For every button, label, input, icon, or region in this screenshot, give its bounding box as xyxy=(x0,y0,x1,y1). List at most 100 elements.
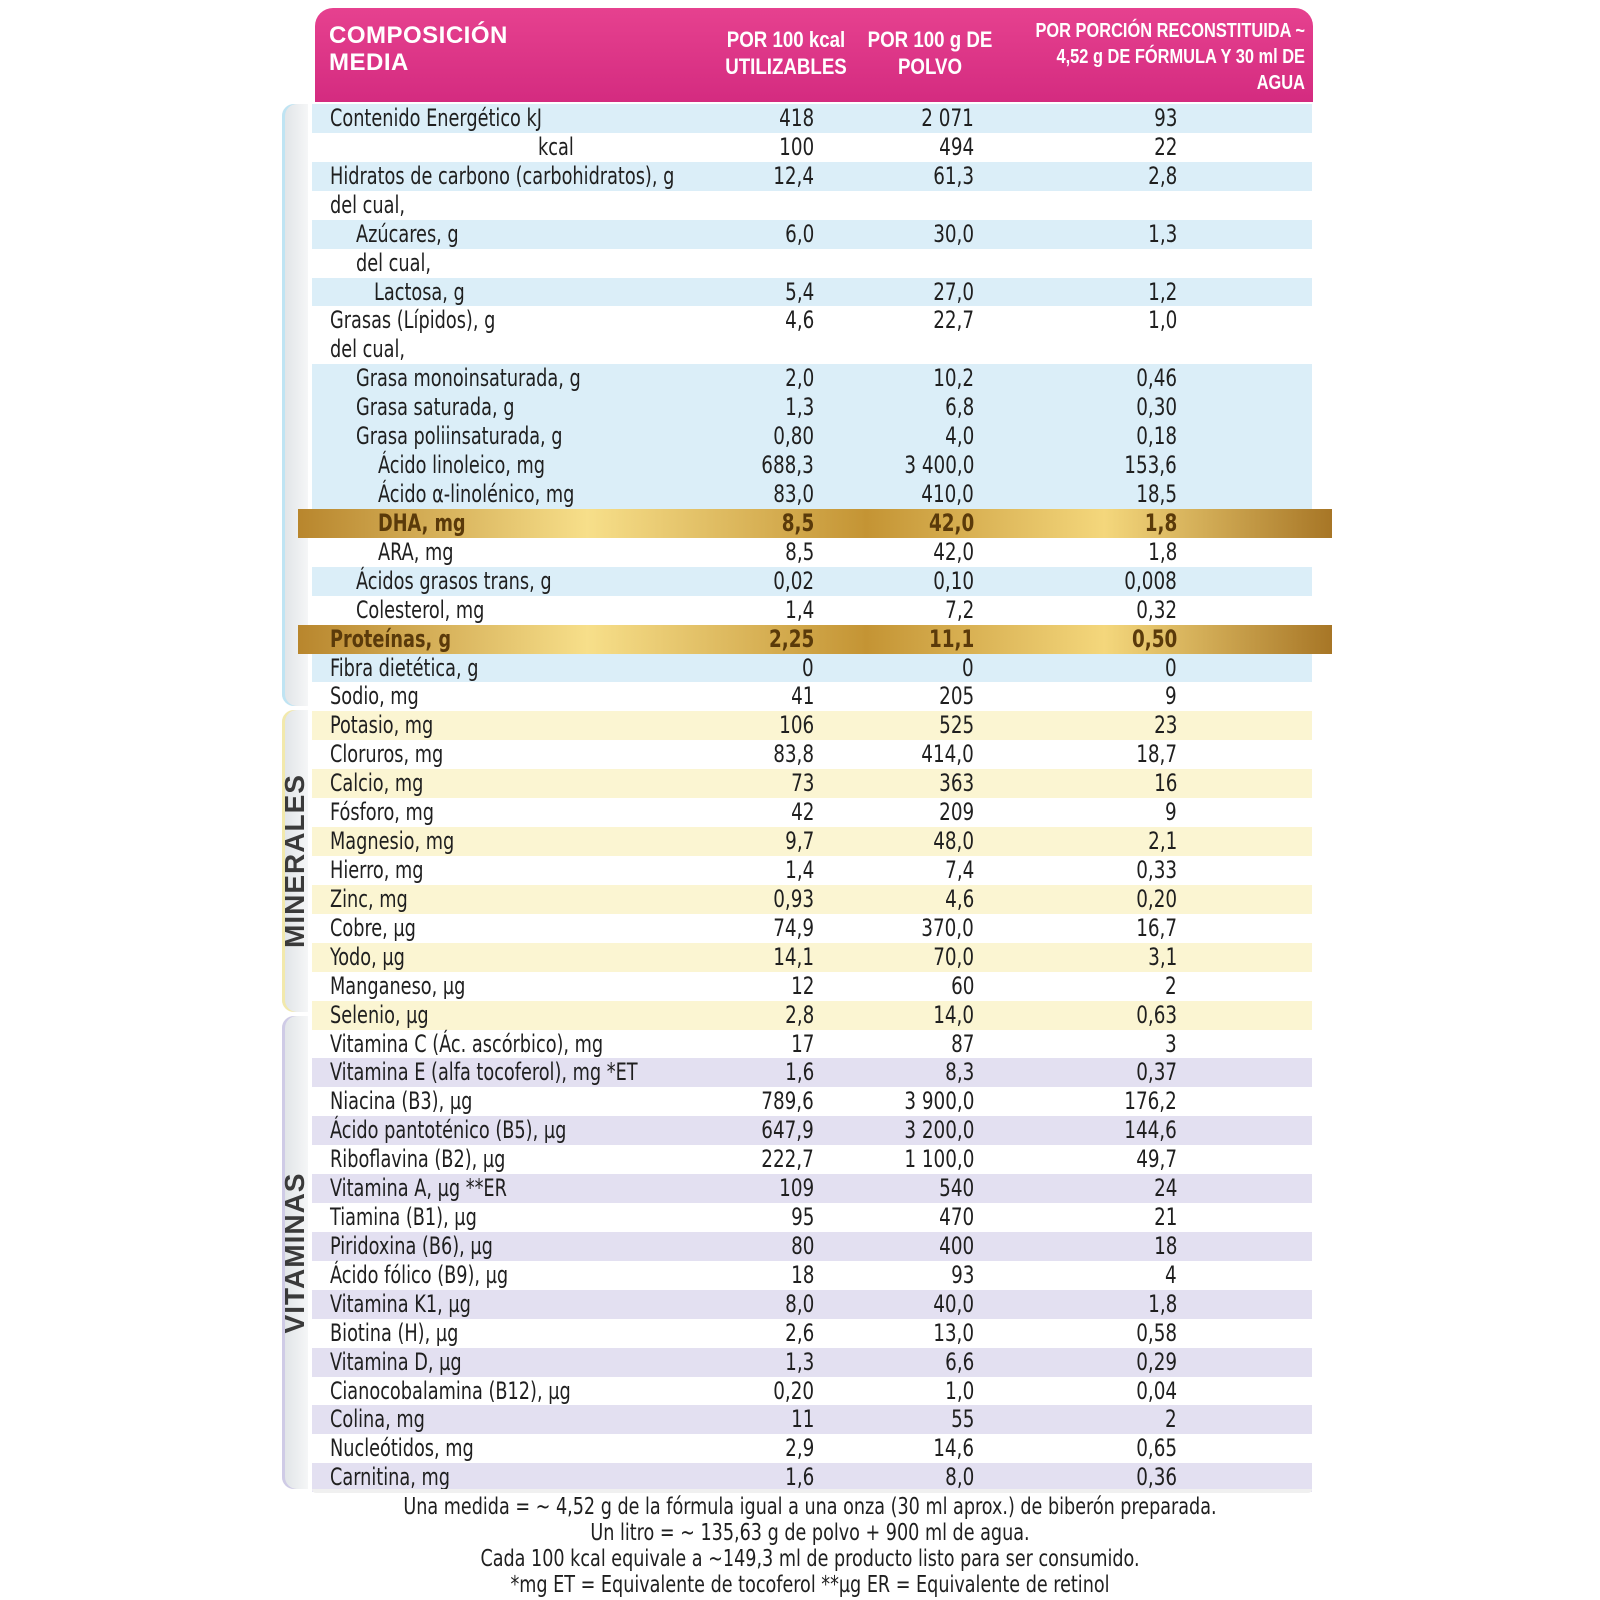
table-row: Piridoxina (B6), µg 80 400 18 xyxy=(312,1231,1312,1261)
table-row: Zinc, mg 0,93 4,6 0,20 xyxy=(312,884,1312,914)
value-per-portion: 1,0 xyxy=(1147,306,1177,335)
table-bottom-edge xyxy=(312,1489,1312,1493)
value-per-100-kcal: 8,5 xyxy=(784,537,814,566)
value-per-portion: 4 xyxy=(1165,1260,1177,1289)
header-per-portion: POR PORCIÓN RECONSTITUIDA ~ 4,52 g DE FÓ… xyxy=(1035,20,1305,94)
value-per-100-g: 414,0 xyxy=(921,740,974,769)
nutrient-name: Cobre, µg xyxy=(330,913,416,942)
value-per-100-kcal: 41 xyxy=(790,682,814,711)
value-per-100-g: 363 xyxy=(938,769,974,798)
table-row: Azúcares, g 6,0 30,0 1,3 xyxy=(312,219,1312,249)
value-per-portion: 3,1 xyxy=(1147,942,1177,971)
table-row: Lactosa, g 5,4 27,0 1,2 xyxy=(312,277,1312,307)
table-row: Ácidos grasos trans, g 0,02 0,10 0,008 xyxy=(312,566,1312,596)
footnotes: Una medida = ~ 4,52 g de la fórmula igua… xyxy=(300,1494,1320,1598)
value-per-100-kcal: 1,3 xyxy=(784,393,814,422)
value-per-portion: 9 xyxy=(1165,798,1177,827)
value-per-100-kcal: 8,5 xyxy=(781,508,814,537)
nutrient-name: Grasa poliinsaturada, g xyxy=(356,422,563,451)
value-per-100-kcal: 9,7 xyxy=(784,827,814,856)
value-per-100-g: 370,0 xyxy=(921,913,974,942)
value-per-portion: 1,8 xyxy=(1147,1289,1177,1318)
value-per-portion: 1,8 xyxy=(1147,537,1177,566)
table-row: Fósforo, mg 42 209 9 xyxy=(312,798,1312,827)
value-per-100-g: 0 xyxy=(962,653,974,682)
footnote-measure: Una medida = ~ 4,52 g de la fórmula igua… xyxy=(403,1494,1217,1520)
value-per-100-g: 8,3 xyxy=(944,1058,974,1087)
table-row: del cual, xyxy=(312,249,1312,278)
value-per-100-kcal: 12,4 xyxy=(773,161,814,190)
nutrient-name: del cual, xyxy=(356,248,432,277)
value-per-100-g: 14,6 xyxy=(933,1434,974,1463)
value-per-portion: 21 xyxy=(1153,1203,1177,1232)
nutrient-name: Niacina (B3), µg xyxy=(330,1087,473,1116)
nutrient-name: Ácido linoleico, mg xyxy=(378,451,546,480)
value-per-portion: 0,50 xyxy=(1131,624,1177,653)
nutrient-name: Vitamina D, µg xyxy=(330,1347,462,1376)
nutrient-name: Grasa saturada, g xyxy=(356,393,515,422)
nutrient-name: Zinc, mg xyxy=(330,884,408,913)
nutrient-name: Colesterol, mg xyxy=(356,595,485,624)
value-per-portion: 93 xyxy=(1153,104,1177,132)
value-per-100-g: 11,1 xyxy=(928,624,974,653)
value-per-100-kcal: 100 xyxy=(778,132,814,161)
table-row: Contenido Energético kJ 418 2 071 93 xyxy=(312,104,1312,133)
table-row: Ácido α-linolénico, mg 83,0 410,0 18,5 xyxy=(312,479,1312,509)
table-row: Cobre, µg 74,9 370,0 16,7 xyxy=(312,914,1312,943)
value-per-100-kcal: 688,3 xyxy=(761,451,814,480)
value-per-portion: 0,18 xyxy=(1136,422,1177,451)
value-per-portion: 2,8 xyxy=(1147,161,1177,190)
value-per-portion: 2 xyxy=(1165,971,1177,1000)
table-row: Fibra dietética, g 0 0 0 xyxy=(312,653,1312,683)
value-per-portion: 23 xyxy=(1153,711,1177,740)
value-per-portion: 1,2 xyxy=(1147,277,1177,306)
vitamins-label: VITAMINAS xyxy=(279,1172,310,1333)
value-per-portion: 18,7 xyxy=(1136,740,1177,769)
value-per-portion: 153,6 xyxy=(1124,451,1177,480)
nutrient-name: DHA, mg xyxy=(378,508,466,537)
nutrients-side-panel xyxy=(282,104,308,706)
table-row: Vitamina D, µg 1,3 6,6 0,29 xyxy=(312,1347,1312,1377)
value-per-100-g: 3 400,0 xyxy=(903,451,974,480)
table-row: Riboflavina (B2), µg 222,7 1 100,0 49,7 xyxy=(312,1145,1312,1174)
value-per-portion: 176,2 xyxy=(1124,1087,1177,1116)
value-per-100-kcal: 80 xyxy=(790,1231,814,1260)
footnote-equivalents: *mg ET = Equivalente de tocoferol **µg E… xyxy=(510,1572,1110,1598)
value-per-100-kcal: 1,6 xyxy=(784,1058,814,1087)
value-per-portion: 0,63 xyxy=(1136,1000,1177,1029)
value-per-100-kcal: 73 xyxy=(790,769,814,798)
value-per-100-g: 410,0 xyxy=(921,479,974,508)
value-per-portion: 0,29 xyxy=(1136,1347,1177,1376)
value-per-100-kcal: 1,4 xyxy=(784,595,814,624)
table-header: COMPOSICIÓN MEDIA POR 100 kcal UTILIZABL… xyxy=(315,8,1313,102)
value-per-100-g: 14,0 xyxy=(933,1000,974,1029)
nutrient-name: Carnitina, mg xyxy=(330,1463,450,1492)
nutrient-name: Azúcares, g xyxy=(356,219,459,248)
value-per-portion: 49,7 xyxy=(1136,1145,1177,1174)
table-row: Vitamina K1, µg 8,0 40,0 1,8 xyxy=(312,1289,1312,1319)
nutrient-name: Yodo, µg xyxy=(330,942,405,971)
value-per-100-g: 470 xyxy=(938,1203,974,1232)
value-per-100-kcal: 2,25 xyxy=(768,624,814,653)
value-per-100-g: 93 xyxy=(950,1260,974,1289)
minerals-label: MINERALES xyxy=(279,774,310,948)
table-row: Grasa poliinsaturada, g 0,80 4,0 0,18 xyxy=(312,422,1312,452)
value-per-100-kcal: 2,6 xyxy=(784,1318,814,1347)
minerals-side-panel: MINERALES xyxy=(279,710,310,1012)
nutrient-name: Magnesio, mg xyxy=(330,827,455,856)
value-per-100-kcal: 95 xyxy=(790,1203,814,1232)
nutrient-name: Contenido Energético kJ xyxy=(330,104,542,132)
value-per-100-kcal: 18 xyxy=(790,1260,814,1289)
table-row: kcal 100 494 22 xyxy=(312,133,1312,162)
table-row: Yodo, µg 14,1 70,0 3,1 xyxy=(312,942,1312,972)
value-per-100-kcal: 83,0 xyxy=(773,479,814,508)
nutrient-name: Fibra dietética, g xyxy=(330,653,479,682)
value-per-portion: 22 xyxy=(1153,132,1177,161)
nutrient-name: Ácidos grasos trans, g xyxy=(356,566,552,595)
nutrient-name: Hierro, mg xyxy=(330,855,424,884)
table-row: Magnesio, mg 9,7 48,0 2,1 xyxy=(312,827,1312,856)
value-per-100-kcal: 5,4 xyxy=(784,277,814,306)
value-per-100-g: 400 xyxy=(938,1231,974,1260)
value-per-portion: 0,46 xyxy=(1136,364,1177,393)
value-per-100-kcal: 0,93 xyxy=(773,884,814,913)
